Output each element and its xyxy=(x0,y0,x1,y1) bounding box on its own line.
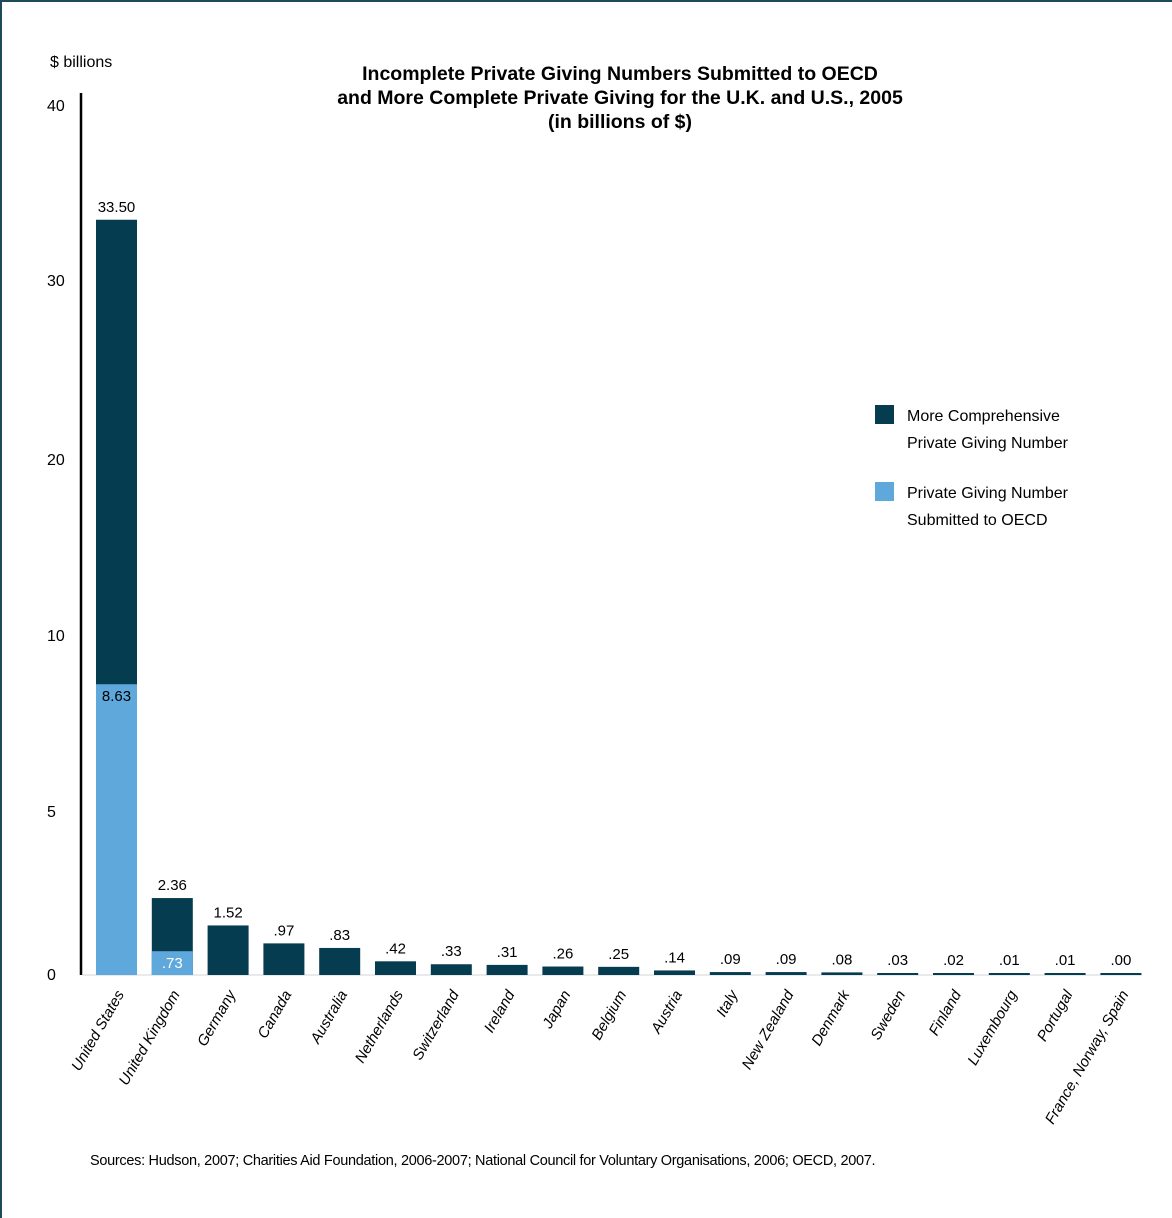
value-label-comprehensive: .00 xyxy=(1110,952,1131,969)
category-label: Ireland xyxy=(481,987,519,1036)
bar-comprehensive xyxy=(709,972,751,975)
category-label: Sweden xyxy=(867,988,909,1043)
category-label: Portugal xyxy=(1034,987,1077,1044)
value-label-comprehensive: .83 xyxy=(329,927,350,944)
category-label: United Kingdom xyxy=(116,988,184,1089)
chart-title-line-2: and More Complete Private Giving for the… xyxy=(337,87,903,109)
value-label-comprehensive: .01 xyxy=(999,952,1020,969)
category-label: Italy xyxy=(713,986,742,1020)
value-label-comprehensive: 1.52 xyxy=(213,904,242,921)
bar-comprehensive xyxy=(542,966,584,975)
category-label: Germany xyxy=(194,986,240,1049)
bar-comprehensive xyxy=(988,973,1030,975)
value-label-comprehensive: .33 xyxy=(441,943,462,960)
bar-comprehensive xyxy=(1044,973,1086,975)
bar-comprehensive xyxy=(319,947,361,975)
value-label-comprehensive: .03 xyxy=(887,952,908,969)
value-label-comprehensive: .14 xyxy=(664,949,685,966)
value-label-comprehensive: 33.50 xyxy=(98,199,136,216)
y-tick-label: 30 xyxy=(47,273,65,290)
bar-comprehensive xyxy=(430,964,472,975)
bar-comprehensive xyxy=(263,943,305,975)
category-label: United States xyxy=(68,987,128,1074)
value-label-comprehensive: .42 xyxy=(385,940,406,957)
bar-comprehensive xyxy=(877,973,919,975)
category-label: Switzerland xyxy=(409,987,463,1063)
y-tick-label: 10 xyxy=(47,628,65,645)
chart-title: Incomplete Private Giving Numbers Submit… xyxy=(240,62,1000,134)
legend: More Comprehensive Private Giving Number… xyxy=(875,403,1127,557)
legend-item-oecd: Private Giving Number Submitted to OECD xyxy=(875,480,1127,534)
category-label: Japan xyxy=(539,988,575,1033)
legend-label-comprehensive-line-2: Private Giving Number xyxy=(907,435,1068,452)
value-label-comprehensive: .01 xyxy=(1055,952,1076,969)
legend-item-comprehensive: More Comprehensive Private Giving Number xyxy=(875,403,1127,457)
category-label: Denmark xyxy=(808,986,854,1048)
legend-label-comprehensive-line-1: More Comprehensive xyxy=(907,408,1060,425)
legend-label-oecd-line-1: Private Giving Number xyxy=(907,485,1068,502)
category-label: Luxembourg xyxy=(964,987,1021,1068)
category-label: Netherlands xyxy=(352,987,407,1066)
legend-label-oecd-line-2: Submitted to OECD xyxy=(907,512,1048,529)
bar-comprehensive xyxy=(821,972,863,975)
bar-comprehensive xyxy=(598,966,640,975)
value-label-comprehensive: .31 xyxy=(497,944,518,961)
y-tick-label: 20 xyxy=(47,452,65,469)
value-label-comprehensive: .08 xyxy=(831,951,852,968)
bar-comprehensive xyxy=(765,972,807,975)
y-tick-label: 5 xyxy=(47,804,56,821)
legend-swatch-comprehensive xyxy=(875,405,894,424)
bar-chart: 0 5 10 20 30 40 8.63 33.50 United States .73 2.36 U… xyxy=(47,93,1142,1127)
category-label: Austria xyxy=(647,988,686,1038)
category-label: New Zealand xyxy=(739,987,798,1073)
value-label-comprehensive: 2.36 xyxy=(158,877,187,894)
source-note: Sources: Hudson, 2007; Charities Aid Fou… xyxy=(90,1153,876,1169)
bar-oecd xyxy=(96,684,137,975)
bar-comprehensive xyxy=(1100,973,1142,975)
category-label: Australia xyxy=(307,988,351,1048)
value-label-comprehensive: .09 xyxy=(776,951,797,968)
value-label-comprehensive: .26 xyxy=(552,946,573,963)
value-label-comprehensive: .02 xyxy=(943,952,964,969)
value-label-comprehensive: .25 xyxy=(608,946,629,963)
bar-oecd xyxy=(151,951,193,975)
value-label-comprehensive: .97 xyxy=(273,922,294,939)
chart-title-line-1: Incomplete Private Giving Numbers Submit… xyxy=(362,63,878,85)
legend-swatch-oecd xyxy=(875,482,894,501)
category-label: Canada xyxy=(254,988,295,1042)
bar-comprehensive xyxy=(486,964,528,975)
category-label: Finland xyxy=(926,987,966,1039)
bar-comprehensive xyxy=(654,970,695,975)
y-axis-label: $ billions xyxy=(50,54,113,71)
y-tick-label: 40 xyxy=(47,98,65,115)
chart-title-line-3: (in billions of $) xyxy=(547,111,693,133)
category-label: Belgium xyxy=(588,988,630,1043)
value-label-oecd: .73 xyxy=(162,955,183,972)
bar-comprehensive xyxy=(375,961,416,975)
bar-comprehensive xyxy=(207,925,249,975)
value-label-oecd: 8.63 xyxy=(102,688,131,705)
y-tick-label: 0 xyxy=(47,967,56,984)
value-label-comprehensive: .09 xyxy=(720,951,741,968)
bar-comprehensive xyxy=(933,973,974,975)
